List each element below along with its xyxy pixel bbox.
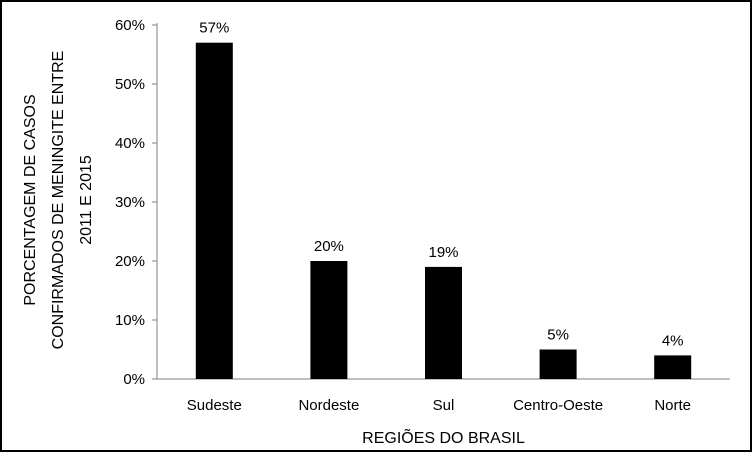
data-label: 20% [314,238,344,255]
y-tick-label: 50% [115,76,145,93]
category-label: Sul [433,397,455,414]
y-axis-title: PORCENTAGEM DE CASOS CONFIRMADOS DE MENIN… [22,51,95,350]
y-tick-label: 30% [115,194,145,211]
data-label: 19% [428,244,458,261]
bar [425,266,462,379]
y-axis-title-line: PORCENTAGEM DE CASOS [22,94,39,305]
data-label: 4% [662,332,684,349]
category-label: Centro-Oeste [513,397,603,414]
data-label: 5% [547,327,569,344]
category-labels: Sudeste Nordeste Sul Centro-Oeste Norte [187,397,691,414]
y-axis-ticks: 0% 10% 20% 30% 40% 50% 60% [115,17,157,388]
y-axis-title-line: 2011 E 2015 [78,155,95,245]
y-tick-label: 10% [115,312,145,329]
y-axis-title-line: CONFIRMADOS DE MENINGITE ENTRE [50,51,67,350]
category-label: Nordeste [298,397,359,414]
bar [195,42,233,379]
bars [195,42,692,379]
y-tick-label: 0% [123,371,145,388]
category-label: Norte [654,397,691,414]
bar [539,349,577,379]
bar [654,355,692,379]
category-label: Sudeste [187,397,242,414]
data-label: 57% [199,20,229,37]
y-tick-label: 60% [115,17,145,34]
y-tick-label: 20% [115,253,145,270]
data-labels: 57% 20% 19% 5% 4% [199,20,683,350]
y-tick-label: 40% [115,135,145,152]
bar [310,261,348,379]
x-axis-title: REGIÕES DO BRASIL [362,427,525,447]
